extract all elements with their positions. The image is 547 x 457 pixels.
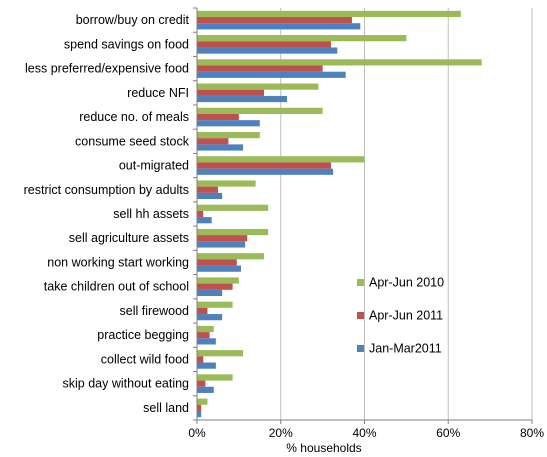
category-label: reduce no. of meals [79, 110, 189, 124]
category-label: sell agriculture assets [69, 231, 189, 245]
bar [197, 71, 346, 78]
bar [197, 307, 208, 315]
bar [197, 131, 260, 139]
bar [197, 17, 352, 24]
category-label: sell land [143, 401, 189, 415]
bar [197, 120, 260, 127]
bar [197, 204, 269, 211]
bars [197, 10, 482, 418]
legend-swatch [357, 279, 364, 286]
bar [197, 398, 208, 405]
x-tick-label: 80% [520, 426, 544, 440]
bar [197, 277, 239, 284]
bar [197, 374, 233, 381]
category-label: collect wild food [101, 352, 189, 366]
legend-label: Apr-Jun 2011 [369, 309, 443, 323]
bar [197, 338, 216, 345]
bar [197, 217, 212, 224]
bar [197, 350, 244, 357]
bar [197, 47, 338, 54]
x-tick-label: 0% [188, 426, 206, 440]
bar [197, 259, 237, 266]
bar [197, 283, 233, 290]
bar [197, 156, 365, 163]
bar [197, 410, 202, 418]
category-label: out-migrated [119, 159, 189, 173]
category-label: non working start working [47, 255, 189, 269]
bar [197, 325, 214, 333]
bar [197, 89, 264, 96]
bar [197, 289, 223, 297]
bar [197, 107, 323, 114]
legend-swatch [357, 312, 364, 319]
bar [197, 210, 204, 218]
x-tick-label: 20% [269, 426, 293, 440]
bar [197, 253, 264, 260]
bar [197, 192, 223, 200]
bar [197, 241, 246, 248]
category-label: spend savings on food [64, 37, 189, 51]
category-label: sell hh assets [113, 207, 189, 221]
category-label: reduce NFI [127, 86, 189, 100]
bar [197, 144, 244, 151]
x-tick-label: 60% [436, 426, 460, 440]
bar [197, 301, 233, 308]
bar [197, 168, 334, 175]
category-label: sell firewood [120, 304, 190, 318]
bar [197, 265, 241, 272]
bar [197, 235, 248, 242]
bar [197, 186, 218, 193]
category-label: less preferred/expensive food [25, 62, 189, 76]
bar [197, 41, 331, 48]
x-tick-label: 40% [352, 426, 376, 440]
legend-swatch [357, 345, 364, 352]
category-labels: borrow/buy on credit spend savings on foo… [24, 13, 190, 415]
bar [197, 23, 361, 30]
category-label: restrict consumption by adults [24, 183, 189, 197]
bar [197, 59, 482, 66]
x-axis-title: % households [286, 441, 361, 455]
legend-label: Jan-Mar2011 [369, 342, 442, 356]
bar [197, 162, 331, 169]
bar [197, 332, 210, 339]
bar [197, 65, 323, 72]
bar [197, 138, 229, 145]
bar [197, 386, 214, 393]
category-label: consume seed stock [75, 134, 190, 148]
category-label: practice begging [97, 328, 189, 342]
bar [197, 228, 269, 236]
category-label: skip day without eating [63, 377, 190, 391]
legend-label: Apr-Jun 2010 [369, 276, 444, 290]
bar [197, 180, 256, 187]
bar [197, 113, 239, 121]
legend: Apr-Jun 2010 Apr-Jun 2011 Jan-Mar2011 [357, 276, 444, 356]
axes [193, 7, 533, 424]
bar [197, 404, 202, 411]
category-label: borrow/buy on credit [76, 13, 190, 27]
bar [197, 314, 223, 321]
bar [197, 83, 319, 90]
x-tick-labels: 0% 20% 40% 60% 80% [188, 426, 544, 440]
bar [197, 35, 407, 42]
bar [197, 95, 288, 103]
bar [197, 362, 216, 369]
bar [197, 356, 204, 363]
bar [197, 10, 461, 18]
bar [197, 380, 206, 387]
category-label: take children out of school [44, 280, 189, 294]
